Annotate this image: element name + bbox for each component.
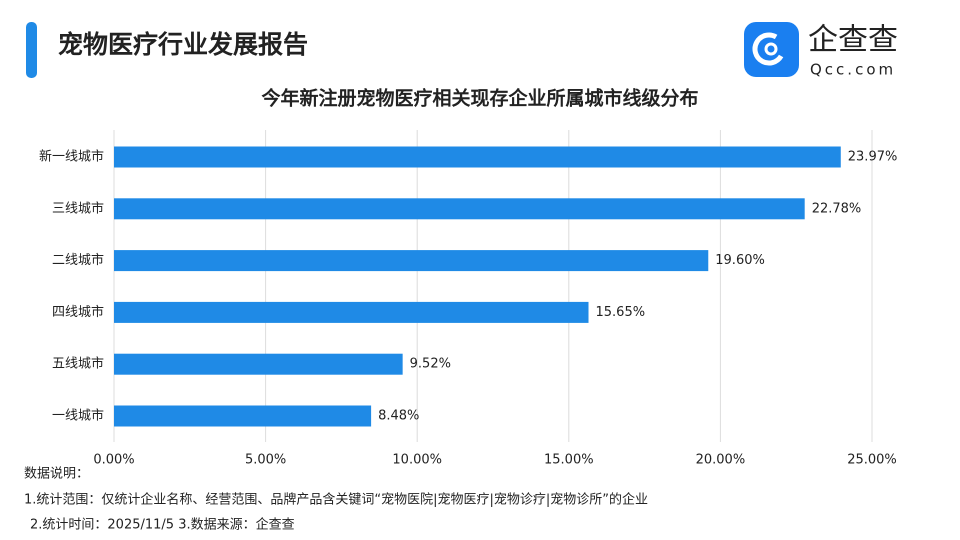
x-tick-label: 25.00% bbox=[847, 453, 897, 468]
x-tick-label: 20.00% bbox=[696, 453, 746, 468]
y-tick-label: 四线城市 bbox=[52, 304, 104, 320]
note-line: 1.统计范围：仅统计企业名称、经营范围、品牌产品含关键词“宠物医院|宠物医疗|宠… bbox=[24, 492, 648, 508]
bar bbox=[114, 146, 841, 168]
value-label: 8.48% bbox=[378, 409, 419, 424]
value-label: 15.65% bbox=[596, 305, 646, 320]
bar bbox=[114, 301, 589, 323]
logo-icon-c bbox=[752, 32, 786, 66]
x-tick-label: 5.00% bbox=[245, 453, 286, 468]
bar bbox=[114, 198, 805, 220]
y-tick-label: 五线城市 bbox=[52, 356, 104, 372]
logo-icon-dot bbox=[764, 42, 778, 56]
logo-icon bbox=[744, 22, 799, 77]
bar bbox=[114, 405, 372, 427]
y-tick-label: 三线城市 bbox=[52, 200, 104, 216]
notes-heading: 数据说明： bbox=[24, 467, 89, 482]
x-tick-label: 0.00% bbox=[93, 453, 134, 468]
logo-name: 企查查 bbox=[808, 23, 898, 58]
bar bbox=[114, 353, 403, 375]
x-tick-label: 10.00% bbox=[392, 453, 442, 468]
bar bbox=[114, 250, 709, 272]
value-label: 19.60% bbox=[715, 253, 765, 268]
y-tick-label: 一线城市 bbox=[52, 408, 104, 424]
title-accent bbox=[26, 22, 37, 78]
note-line: 2.统计时间：2025/11/5 3.数据来源：企查查 bbox=[30, 517, 295, 533]
value-label: 9.52% bbox=[410, 357, 451, 372]
x-tick-label: 15.00% bbox=[544, 453, 594, 468]
page-title: 宠物医疗行业发展报告 bbox=[58, 30, 308, 59]
value-label: 23.97% bbox=[848, 150, 898, 165]
y-tick-label: 新一线城市 bbox=[39, 149, 104, 165]
chart-title: 今年新注册宠物医疗相关现存企业所属城市线级分布 bbox=[260, 87, 698, 110]
value-label: 22.78% bbox=[812, 201, 862, 216]
y-tick-label: 二线城市 bbox=[52, 252, 104, 268]
logo-domain: Qcc.com bbox=[810, 61, 896, 79]
